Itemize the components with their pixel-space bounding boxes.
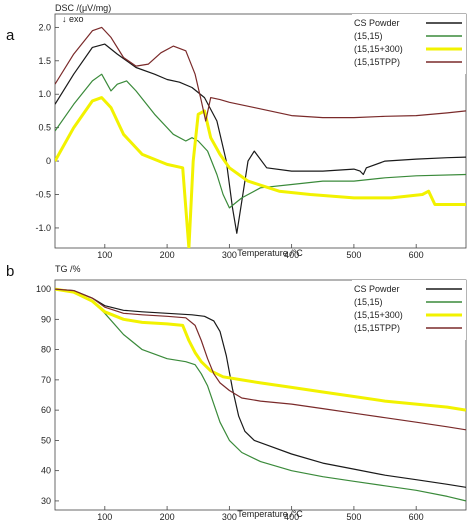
panel-b-y-tick-label: 30 [41, 496, 51, 506]
panel-b-y-tick-label: 60 [41, 405, 51, 415]
panel-a-series-cs-powder [55, 43, 466, 234]
panel-a-legend-label-15-15tpp: (15,15TPP) [354, 57, 400, 67]
panel-a-y-tick-label: -1.0 [35, 223, 51, 233]
panel-a: a DSC /(μV/mg) ↓ exo Temperature /°C 100… [6, 3, 467, 260]
panel-a-y-tick-label: 1.5 [38, 56, 51, 66]
panel-b-legend [352, 280, 466, 340]
panel-a-x-tick-label: 500 [346, 250, 361, 260]
panel-a-y-tick-label: 0.5 [38, 123, 51, 133]
panel-a-x-tick-label: 400 [284, 250, 299, 260]
panel-a-series-15-15tpp [55, 26, 466, 122]
panel-a-y-tick-label: 2.0 [38, 22, 51, 32]
panel-b-legend-label-cs-powder: CS Powder [354, 284, 400, 294]
panel-b-y-tick-label: 80 [41, 345, 51, 355]
panel-b-x-tick-label: 100 [97, 512, 112, 522]
panel-a-x-tick-label: 200 [160, 250, 175, 260]
panel-b-x-tick-label: 400 [284, 512, 299, 522]
panel-a-x-axis-label: Temperature /°C [237, 248, 303, 258]
panel-a-y-axis-label: DSC /(μV/mg) [55, 3, 111, 13]
panel-a-series-15-15 [55, 73, 466, 209]
panel-a-series-15-15-300 [55, 96, 466, 248]
panel-b-y-tick-label: 70 [41, 375, 51, 385]
panel-b-y-tick-label: 100 [36, 284, 51, 294]
panel-b-y-tick-label: 40 [41, 466, 51, 476]
panel-b-series-15-15 [55, 288, 466, 502]
panel-a-y-tick-label: 1.0 [38, 89, 51, 99]
panel-a-legend-label-15-15: (15,15) [354, 31, 383, 41]
panel-b-letter: b [6, 263, 14, 280]
panel-a-legend-label-cs-powder: CS Powder [354, 18, 400, 28]
panel-b-x-tick-label: 500 [346, 512, 361, 522]
panel-b: b TG /% Temperature /°C 100 200 300 400 500 6… [6, 263, 467, 522]
panel-a-x-tick-label: 100 [97, 250, 112, 260]
panel-a-y-tick-label: -0.5 [35, 190, 51, 200]
panel-b-legend-label-15-15tpp: (15,15TPP) [354, 323, 400, 333]
panel-b-legend-label-15-15: (15,15) [354, 297, 383, 307]
panel-b-series-cs-powder [55, 288, 466, 488]
panel-b-x-tick-label: 300 [222, 512, 237, 522]
panel-b-x-axis-label: Temperature /°C [237, 509, 303, 519]
panel-b-legend-label-15-15-300: (15,15+300) [354, 310, 403, 320]
panel-a-legend-label-15-15-300: (15,15+300) [354, 44, 403, 54]
panel-b-plot-frame [54, 279, 467, 511]
panel-b-x-tick-label: 200 [160, 512, 175, 522]
panel-b-y-tick-label: 90 [41, 314, 51, 324]
panel-b-x-tick-label: 600 [409, 512, 424, 522]
panel-a-legend [352, 14, 466, 74]
panel-b-series-15-15-300 [55, 287, 466, 412]
panel-a-exo-label: ↓ exo [62, 14, 84, 24]
panel-a-x-tick-label: 300 [222, 250, 237, 260]
panel-a-x-tick-label: 600 [409, 250, 424, 260]
panel-a-y-tick-label: 0 [46, 156, 51, 166]
panel-b-series-15-15tpp [55, 288, 466, 431]
panel-a-letter: a [6, 27, 15, 44]
panel-b-y-axis-label: TG /% [55, 264, 81, 274]
panel-b-y-tick-label: 50 [41, 435, 51, 445]
